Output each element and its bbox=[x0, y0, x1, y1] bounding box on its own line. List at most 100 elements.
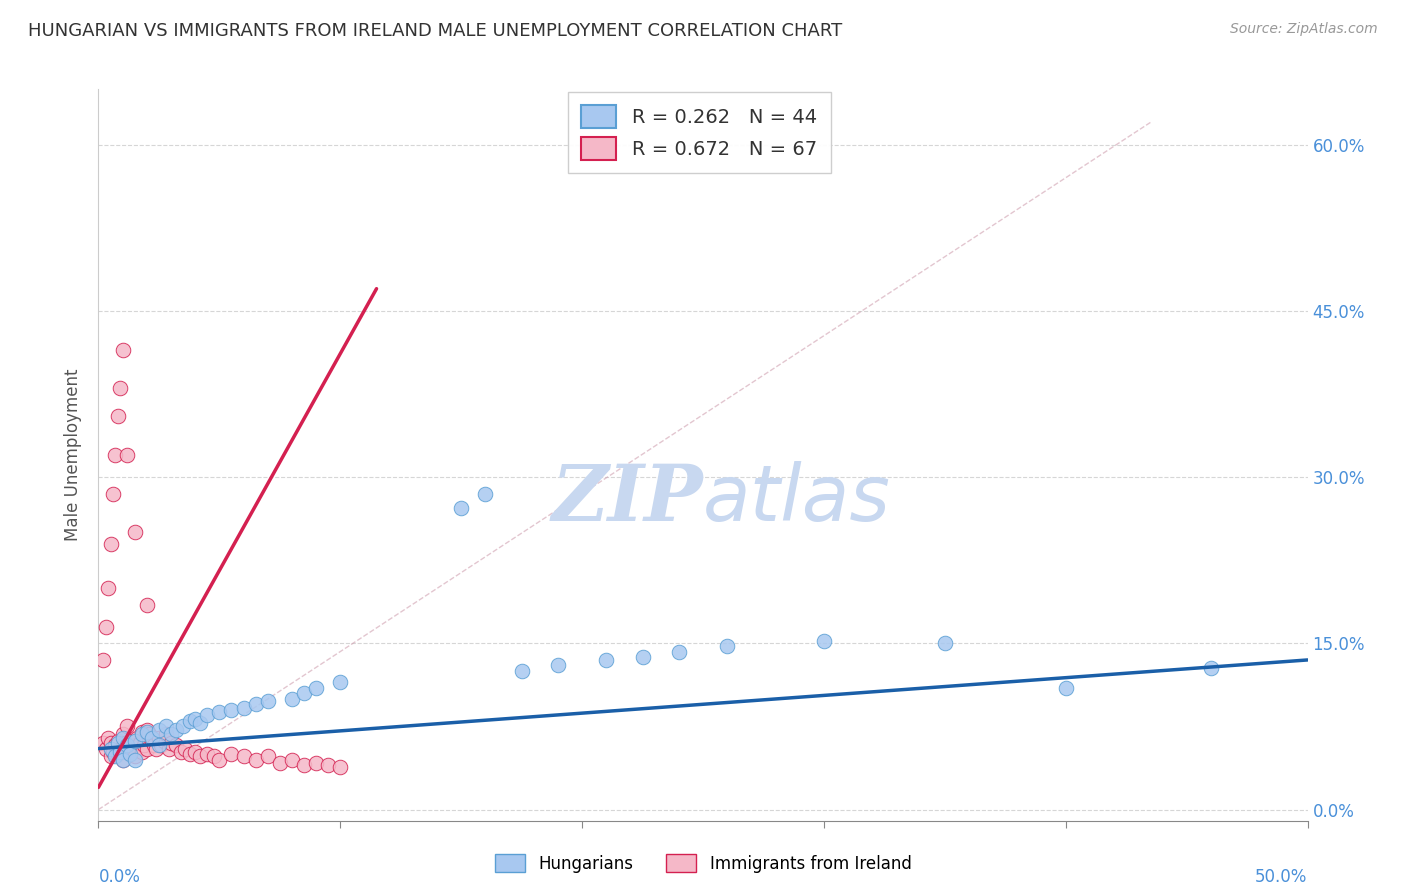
Point bbox=[1054, 681, 1077, 695]
Point bbox=[131, 745, 153, 759]
Point bbox=[245, 753, 267, 767]
Point bbox=[111, 753, 134, 767]
Point bbox=[305, 756, 328, 770]
Point bbox=[91, 653, 114, 667]
Point bbox=[141, 731, 163, 745]
Point bbox=[117, 719, 139, 733]
Point bbox=[148, 739, 170, 753]
Point bbox=[165, 723, 187, 737]
Point bbox=[104, 739, 127, 753]
Point bbox=[111, 343, 134, 357]
Text: 0.0%: 0.0% bbox=[98, 868, 141, 886]
Point bbox=[141, 734, 163, 748]
Point bbox=[232, 700, 254, 714]
Point bbox=[107, 409, 129, 424]
Point bbox=[281, 753, 304, 767]
Point bbox=[668, 645, 690, 659]
Point bbox=[111, 753, 134, 767]
Point bbox=[135, 723, 157, 737]
Point bbox=[245, 698, 267, 712]
Point bbox=[124, 739, 146, 753]
Point bbox=[934, 636, 956, 650]
Point bbox=[195, 708, 218, 723]
Point bbox=[111, 731, 134, 745]
Point bbox=[135, 741, 157, 756]
Point bbox=[184, 712, 207, 726]
Point bbox=[108, 741, 131, 756]
Text: ZIP: ZIP bbox=[551, 460, 703, 537]
Point bbox=[716, 639, 738, 653]
Point bbox=[221, 747, 243, 761]
Point bbox=[256, 749, 278, 764]
Point bbox=[595, 653, 617, 667]
Point bbox=[474, 486, 496, 500]
Point bbox=[204, 749, 226, 764]
Point bbox=[450, 501, 472, 516]
Point bbox=[155, 727, 177, 741]
Point bbox=[232, 749, 254, 764]
Point bbox=[117, 741, 139, 756]
Point bbox=[143, 739, 166, 753]
Point bbox=[281, 691, 304, 706]
Point bbox=[148, 723, 170, 737]
Point bbox=[160, 727, 183, 741]
Point bbox=[135, 598, 157, 612]
Point bbox=[124, 749, 146, 764]
Point bbox=[188, 716, 211, 731]
Point bbox=[131, 725, 153, 739]
Point bbox=[100, 741, 122, 756]
Point bbox=[97, 581, 120, 595]
Point bbox=[165, 739, 187, 753]
Point bbox=[172, 719, 194, 733]
Point bbox=[94, 741, 117, 756]
Legend: R = 0.262   N = 44, R = 0.672   N = 67: R = 0.262 N = 44, R = 0.672 N = 67 bbox=[568, 92, 831, 173]
Point bbox=[101, 486, 124, 500]
Point bbox=[114, 736, 136, 750]
Point bbox=[117, 448, 139, 462]
Point bbox=[179, 714, 201, 728]
Point bbox=[118, 747, 141, 761]
Point bbox=[547, 658, 569, 673]
Point bbox=[510, 664, 533, 678]
Point bbox=[100, 749, 122, 764]
Point bbox=[104, 749, 127, 764]
Point bbox=[208, 705, 231, 719]
Text: HUNGARIAN VS IMMIGRANTS FROM IRELAND MALE UNEMPLOYMENT CORRELATION CHART: HUNGARIAN VS IMMIGRANTS FROM IRELAND MAL… bbox=[28, 22, 842, 40]
Point bbox=[91, 736, 114, 750]
Point bbox=[94, 620, 117, 634]
Point bbox=[108, 381, 131, 395]
Point bbox=[104, 448, 127, 462]
Point bbox=[188, 749, 211, 764]
Point bbox=[152, 734, 174, 748]
Point bbox=[256, 694, 278, 708]
Point bbox=[134, 739, 156, 753]
Point bbox=[118, 745, 141, 759]
Point bbox=[329, 760, 352, 774]
Point bbox=[160, 736, 183, 750]
Point bbox=[195, 747, 218, 761]
Point bbox=[631, 649, 654, 664]
Point bbox=[150, 739, 173, 753]
Point bbox=[124, 734, 146, 748]
Point bbox=[128, 736, 150, 750]
Point bbox=[1199, 661, 1222, 675]
Point bbox=[329, 675, 352, 690]
Point bbox=[100, 536, 122, 550]
Point bbox=[184, 745, 207, 759]
Point bbox=[107, 747, 129, 761]
Point bbox=[316, 758, 339, 772]
Y-axis label: Male Unemployment: Male Unemployment bbox=[65, 368, 83, 541]
Point bbox=[148, 731, 170, 745]
Point bbox=[155, 719, 177, 733]
Point bbox=[101, 745, 124, 759]
Text: 50.0%: 50.0% bbox=[1256, 868, 1308, 886]
Point bbox=[305, 681, 328, 695]
Point bbox=[117, 739, 139, 753]
Point bbox=[169, 745, 191, 759]
Point bbox=[269, 756, 291, 770]
Point bbox=[157, 741, 180, 756]
Point bbox=[108, 745, 131, 759]
Text: Source: ZipAtlas.com: Source: ZipAtlas.com bbox=[1230, 22, 1378, 37]
Point bbox=[208, 753, 231, 767]
Point bbox=[124, 753, 146, 767]
